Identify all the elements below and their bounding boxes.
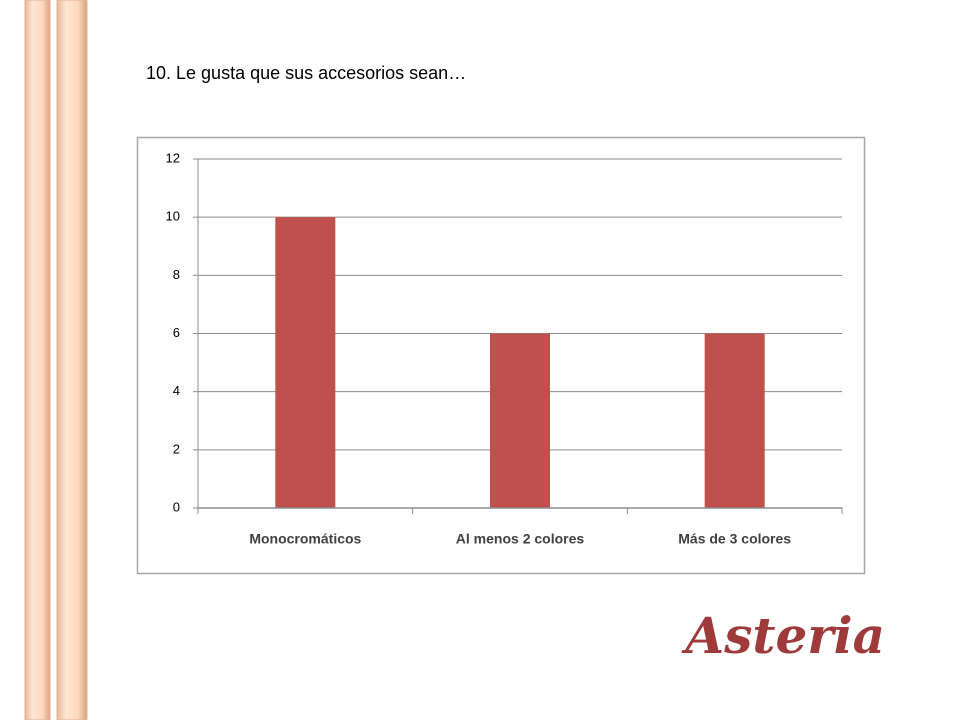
x-tick-label: Monocromáticos <box>249 531 361 547</box>
y-tick-label: 4 <box>173 383 180 398</box>
y-tick-label: 6 <box>173 325 180 340</box>
x-tick-label: Al menos 2 colores <box>456 531 585 547</box>
decor-strip <box>24 0 51 720</box>
x-tick-label: Más de 3 colores <box>678 531 791 547</box>
decor-strip <box>56 0 88 720</box>
bar <box>490 333 550 508</box>
bar <box>704 333 765 508</box>
y-tick-label: 12 <box>166 150 180 165</box>
y-tick-label: 10 <box>166 209 180 224</box>
plot: 0 2 4 6 8 10 12 Monocromáticos Al menos 2 colore… <box>166 150 843 547</box>
slide-title: 10. Le gusta que sus accesorios sean… <box>146 63 466 83</box>
logo: Asteria <box>681 606 885 665</box>
y-tick-label: 8 <box>173 267 180 282</box>
y-tick-label: 2 <box>173 441 180 456</box>
y-tick-label: 0 <box>173 499 180 514</box>
bar <box>275 217 336 508</box>
